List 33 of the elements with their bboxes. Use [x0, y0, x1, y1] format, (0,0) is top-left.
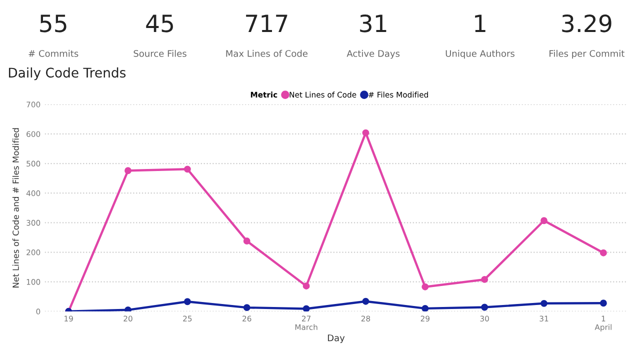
text: 45: [146, 14, 173, 32]
point: [124, 306, 132, 312]
text: Max Lines of Code: [226, 50, 308, 57]
point: [540, 217, 548, 224]
point: [362, 298, 370, 305]
point: [481, 304, 488, 311]
text: # Commits: [28, 50, 78, 57]
point: [600, 300, 607, 307]
point: [422, 304, 429, 312]
point: [481, 276, 488, 283]
chart-title: Daily Code Trends: [8, 67, 126, 80]
text: 1: [475, 14, 486, 32]
text: Files per Commit: [550, 50, 624, 59]
point: [540, 300, 548, 307]
text: 717: [246, 14, 288, 32]
point: [362, 129, 370, 136]
point: [124, 167, 132, 174]
point: [422, 283, 429, 290]
point: [243, 304, 250, 312]
text: Active Days: [346, 50, 400, 59]
text: 3.29: [562, 14, 612, 32]
text: Unique Authors: [446, 50, 514, 59]
point: [302, 282, 310, 290]
text: 55: [40, 14, 66, 32]
point: [600, 249, 607, 256]
point: [243, 238, 250, 244]
point: [184, 166, 191, 173]
point: [302, 305, 310, 312]
y-axis-title: Net Lines of Code and # Files Modified: [12, 128, 19, 288]
source-note: Source Files: [134, 50, 186, 57]
x-axis-title: Day: [328, 334, 345, 344]
point: [184, 298, 191, 306]
text: 31: [360, 14, 386, 32]
